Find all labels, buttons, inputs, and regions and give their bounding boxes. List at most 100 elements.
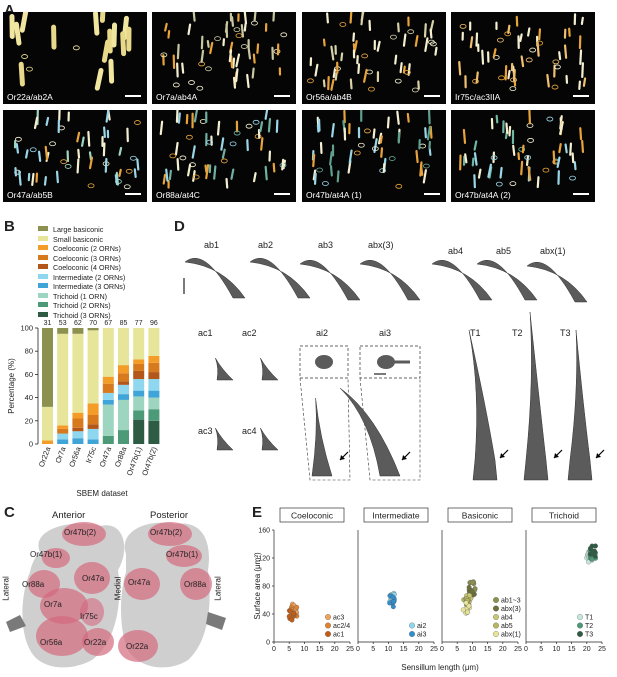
sensillum-label: ai3	[379, 328, 392, 338]
scale-bar	[573, 193, 589, 195]
bar-segment	[42, 406, 53, 441]
scatter-point	[390, 594, 396, 600]
sensillum-label: ab2	[258, 240, 274, 250]
legend-swatch	[38, 235, 48, 241]
or-region-label: Or7a	[44, 600, 62, 609]
ai2-top-view	[315, 355, 333, 369]
legend-label: ab4	[501, 615, 513, 622]
legend-swatch	[38, 226, 48, 231]
legend-item: Trichoid (1 ORN)	[38, 292, 107, 303]
legend-item: Intermediate (3 ORNs)	[38, 283, 125, 293]
or-region-label: Or47a	[82, 574, 105, 583]
bar-segment	[57, 333, 69, 426]
scatter-point	[289, 617, 295, 623]
legend-item: Large basiconic	[38, 226, 103, 236]
legend-label: Trichoid (3 ORNs)	[53, 310, 111, 320]
panel-letter-a: A	[4, 2, 15, 19]
legend-swatch	[38, 273, 48, 279]
x-tick-label: Or47a	[98, 445, 114, 468]
bar-segment	[72, 431, 84, 439]
facet-title-box	[531, 507, 597, 523]
bar-segment	[72, 427, 84, 432]
sbem-tile: Or88a/at4C	[152, 110, 296, 202]
bar-segment	[87, 439, 99, 444]
arrow-icon	[596, 453, 601, 458]
legend-marker	[493, 622, 499, 629]
bar-segment	[72, 328, 84, 334]
y-tick-label: 60	[25, 370, 33, 379]
legend-swatch	[38, 292, 48, 298]
tile-label: Or47b/at4A (1)	[306, 190, 362, 200]
tile-label: Or47a/ab5B	[7, 190, 53, 200]
y-tick-label: 100	[20, 324, 33, 333]
bar-segment	[118, 394, 129, 400]
y-tick-label: 40	[262, 612, 270, 619]
scatter-point	[466, 603, 472, 609]
scatter-point	[469, 588, 475, 594]
x-tick-label: 10	[553, 646, 561, 653]
x-tick-label: 0	[524, 646, 528, 653]
sensillum-label: ac1	[198, 328, 213, 338]
bar-segment	[148, 362, 160, 373]
bar-segment	[102, 435, 114, 444]
legend-label: ab5	[501, 623, 513, 630]
legend-swatch	[38, 254, 48, 260]
facet-title: Intermediate	[372, 511, 420, 521]
bar-segment	[87, 328, 99, 331]
bar-segment	[102, 392, 114, 400]
panel-b: B Large basiconic Small basiconic Coelocon…	[0, 218, 170, 498]
legend-label: Coeloconic (3 ORNs)	[53, 253, 121, 263]
scatter-point	[592, 549, 598, 555]
bar-count: 62	[74, 320, 82, 327]
legend-label: abx(3)	[501, 606, 521, 613]
bar-segment	[57, 428, 69, 434]
lateral-label-right: Lateral	[213, 576, 223, 601]
trichoid-sensillum	[567, 329, 593, 481]
y-tick-label: 160	[258, 528, 270, 535]
legend-label: ai3	[417, 632, 426, 639]
legend-label: ac1	[333, 632, 344, 639]
bar-segment	[87, 403, 99, 415]
legend-marker	[409, 631, 415, 637]
bar-count: 77	[135, 320, 143, 327]
facet-title-box	[363, 507, 429, 523]
tile-label: Ir75c/ac3IIA	[455, 92, 501, 102]
arrow-icon	[500, 453, 505, 458]
sensillum-label: ab1	[204, 240, 220, 250]
x-tick-label: 20	[583, 646, 591, 653]
y-tick-label: 40	[25, 393, 33, 402]
scale-bar	[125, 193, 141, 195]
bar-segment	[118, 430, 129, 444]
tile-label: Or47b/at4A (2)	[455, 190, 511, 200]
x-tick-label: Ir75c	[84, 445, 98, 464]
x-axis-label: SBEM dataset	[76, 489, 128, 498]
anterior-label: Anterior	[52, 510, 86, 521]
legend-label: Intermediate (2 ORNs)	[53, 272, 126, 282]
legend-item: Trichoid (3 ORNs)	[38, 310, 111, 322]
bar-segment	[133, 359, 145, 364]
legend-label: T1	[585, 615, 593, 622]
legend-marker	[325, 622, 331, 629]
x-tick-label: 15	[484, 646, 492, 653]
bar-segment	[118, 381, 129, 385]
y-tick-label: 80	[262, 584, 270, 591]
scatter-point	[463, 600, 469, 606]
or-region-label: Or47b(1)	[30, 550, 63, 559]
bar-segment	[72, 418, 84, 428]
x-tick-label: 15	[316, 646, 324, 653]
legend-label: T2	[585, 623, 593, 630]
basiconic-sensillum	[476, 259, 538, 301]
or-region-label: Or56a	[40, 638, 63, 647]
bar-segment	[87, 330, 99, 404]
or-region-label: Or22a	[84, 638, 107, 647]
basiconic-sensillum	[184, 257, 246, 299]
legend-swatch	[38, 283, 48, 288]
sensillum-label: ab5	[496, 246, 512, 256]
x-tick-label: 20	[331, 646, 339, 653]
legend-label: Trichoid (2 ORNs)	[53, 301, 111, 310]
scatter-point	[286, 613, 292, 619]
y-tick-label: 120	[258, 556, 270, 563]
scale-bar	[274, 95, 290, 97]
facet-title: Trichoid	[549, 511, 579, 521]
bar-segment	[118, 328, 129, 366]
